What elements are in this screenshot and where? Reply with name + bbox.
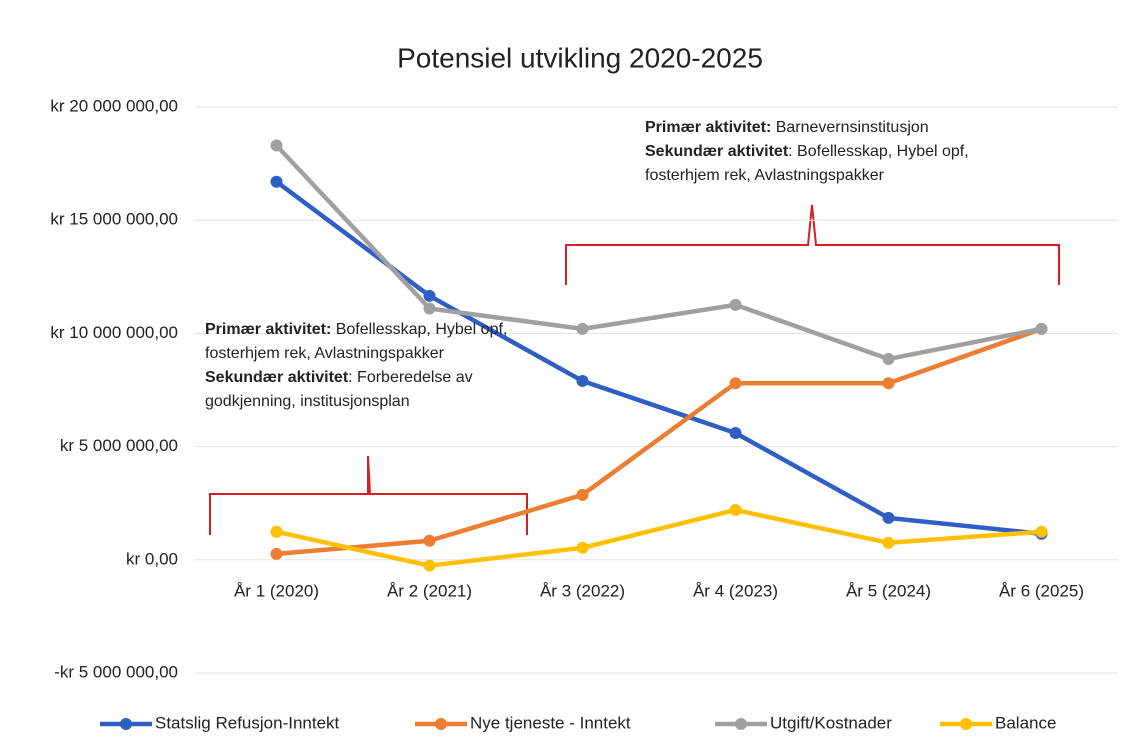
data-point	[270, 139, 283, 152]
data-point	[576, 322, 589, 335]
legend-marker	[120, 718, 132, 730]
annotation-text: Bofellesskap, Hybel opf, fosterhjem rek,…	[205, 321, 508, 362]
legend-marker	[735, 718, 747, 730]
annotation: Primær aktivitet: Bofellesskap, Hybel op…	[205, 318, 535, 414]
data-point	[270, 547, 283, 560]
x-tick-label: År 3 (2022)	[540, 581, 625, 600]
series-line	[276, 507, 1042, 568]
annotation-text: Barnevernsinstitusjon	[771, 119, 929, 136]
x-tick-label: År 2 (2021)	[387, 581, 472, 600]
data-point	[882, 536, 895, 549]
y-tick-label: kr 5 000 000,00	[60, 436, 178, 455]
chart-title: Potensiel utvikling 2020-2025	[397, 42, 763, 73]
series-line	[274, 143, 1042, 362]
x-tick-label: År 6 (2025)	[999, 581, 1084, 600]
y-tick-label: kr 0,00	[126, 549, 178, 568]
x-tick-label: År 5 (2024)	[846, 581, 931, 600]
series-line	[276, 326, 1043, 557]
annotation-label: Primær aktivitet:	[205, 321, 332, 338]
y-tick-label: kr 15 000 000,00	[50, 210, 178, 229]
legend-label: Statslig Refusjon-Inntekt	[155, 713, 340, 732]
data-point	[423, 302, 436, 315]
y-tick-label: kr 10 000 000,00	[50, 323, 178, 342]
bracket	[565, 204, 1060, 285]
data-point	[423, 559, 436, 572]
data-point	[576, 488, 589, 501]
legend-marker	[960, 718, 972, 730]
legend-label: Balance	[995, 713, 1056, 732]
annotation: Primær aktivitet: Barnevernsinstitusjon …	[645, 116, 975, 188]
data-point	[729, 377, 742, 390]
legend-marker	[435, 718, 447, 730]
y-tick-label: kr 20 000 000,00	[50, 96, 178, 115]
data-point	[882, 511, 895, 524]
data-point	[270, 525, 283, 538]
data-point	[423, 534, 436, 547]
series-line	[275, 179, 1042, 537]
data-point	[882, 377, 895, 390]
x-tick-label: År 1 (2020)	[234, 581, 319, 600]
annotation-text: : Bofellesskap, Hybel opf, fosterhjem re…	[645, 143, 969, 184]
x-tick-label: År 4 (2023)	[693, 581, 778, 600]
data-point	[1035, 525, 1048, 538]
data-point	[729, 503, 742, 516]
data-point	[729, 427, 742, 440]
legend-label: Nye tjeneste - Inntekt	[470, 713, 631, 732]
y-tick-label: -kr 5 000 000,00	[54, 662, 178, 681]
annotation-label: Primær aktivitet:	[645, 119, 772, 136]
data-point	[576, 374, 589, 387]
data-point	[576, 541, 589, 554]
data-point	[729, 298, 742, 311]
data-point	[882, 352, 895, 365]
annotation-label: Sekundær aktivitet	[645, 143, 789, 160]
data-point	[270, 175, 283, 188]
data-point	[423, 289, 436, 302]
annotation-text: : Forberedelse av godkjenning, institusj…	[205, 369, 473, 410]
data-point	[1035, 322, 1048, 335]
annotation-label: Sekundær aktivitet	[205, 369, 349, 386]
legend-label: Utgift/Kostnader	[770, 713, 892, 732]
bracket	[209, 455, 528, 535]
